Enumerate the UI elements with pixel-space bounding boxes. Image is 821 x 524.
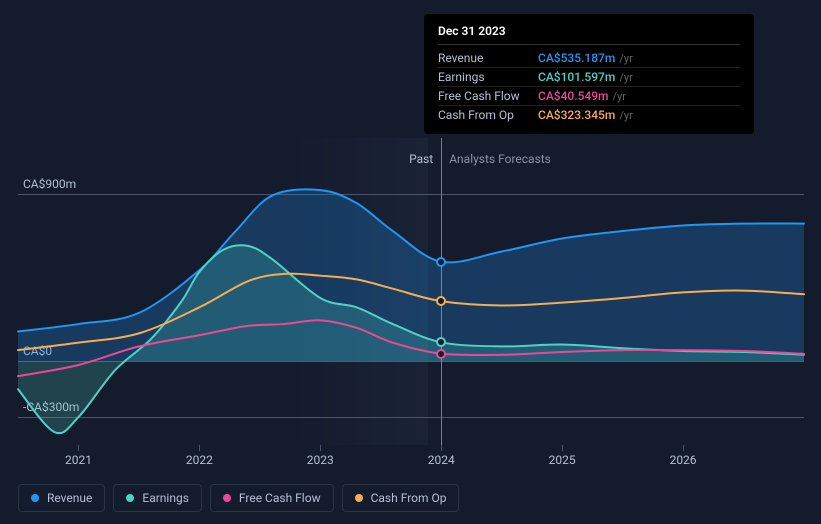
legend-item-cfo[interactable]: Cash From Op (342, 484, 460, 512)
tooltip-row-label: Cash From Op (438, 108, 538, 122)
tooltip-date: Dec 31 2023 (438, 24, 740, 45)
legend-item-label: Earnings (142, 491, 189, 505)
tooltip-row-value: CA$323.345m (538, 108, 615, 122)
tooltip-row-label: Earnings (438, 70, 538, 84)
x-tick (199, 445, 200, 451)
tooltip-row-value: CA$40.549m (538, 89, 609, 103)
x-axis-label: 2023 (307, 453, 334, 467)
x-tick (683, 445, 684, 451)
tooltip-row-label: Revenue (438, 51, 538, 65)
legend-item-label: Free Cash Flow (239, 491, 321, 505)
legend-item-earnings[interactable]: Earnings (113, 484, 202, 512)
legend-dot-icon (355, 494, 363, 502)
x-tick (562, 445, 563, 451)
tooltip-row: Cash From OpCA$323.345m/yr (438, 106, 740, 124)
x-axis-label: 2024 (428, 453, 455, 467)
x-axis-label: 2022 (186, 453, 213, 467)
tooltip-row-label: Free Cash Flow (438, 89, 538, 103)
tooltip-row-suffix: /yr (613, 90, 626, 103)
x-tick (78, 445, 79, 451)
legend-item-fcf[interactable]: Free Cash Flow (210, 484, 334, 512)
hover-crosshair (441, 138, 442, 445)
tooltip-row-value: CA$101.597m (538, 70, 615, 84)
legend-dot-icon (223, 494, 231, 502)
tooltip-row: Free Cash FlowCA$40.549m/yr (438, 87, 740, 106)
x-axis: 2021 2022 2023 2024 2025 2026 (18, 445, 804, 475)
tooltip-row: EarningsCA$101.597m/yr (438, 68, 740, 87)
cfo-hover-marker (436, 296, 446, 306)
legend-item-label: Revenue (47, 491, 92, 505)
x-axis-label: 2026 (670, 453, 697, 467)
financial-forecast-chart: CA$900mCA$0-CA$300m PastAnalysts Forecas… (0, 0, 821, 524)
revenue-hover-marker (436, 257, 446, 267)
legend-item-label: Cash From Op (371, 491, 447, 505)
legend-dot-icon (126, 494, 134, 502)
x-tick (441, 445, 442, 451)
tooltip-row: RevenueCA$535.187m/yr (438, 49, 740, 68)
legend-dot-icon (31, 494, 39, 502)
tooltip-row-suffix: /yr (619, 109, 632, 122)
x-axis-label: 2021 (65, 453, 92, 467)
x-axis-label: 2025 (549, 453, 576, 467)
tooltip-row-suffix: /yr (619, 71, 632, 84)
fcf-hover-marker (436, 349, 446, 359)
x-tick (320, 445, 321, 451)
hover-tooltip: Dec 31 2023 RevenueCA$535.187m/yrEarning… (424, 14, 754, 134)
tooltip-row-value: CA$535.187m (538, 51, 615, 65)
legend-item-revenue[interactable]: Revenue (18, 484, 105, 512)
earnings-hover-marker (436, 337, 446, 347)
chart-legend: Revenue Earnings Free Cash Flow Cash From O… (18, 484, 459, 512)
tooltip-row-suffix: /yr (619, 52, 632, 65)
